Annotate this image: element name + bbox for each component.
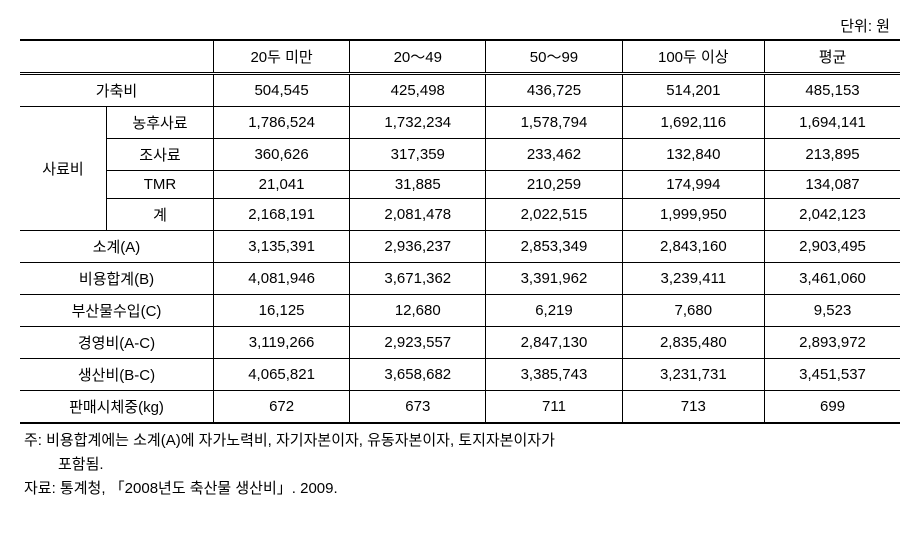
- cell: 2,168,191: [214, 199, 350, 231]
- row-label-total-b: 비용합계(B): [20, 263, 214, 295]
- cell: 1,732,234: [350, 107, 486, 139]
- cost-table: 20두 미만 20～49 50～99 100두 이상 평균 가축비 504,54…: [20, 39, 900, 424]
- row-label-feed-group: 사료비: [20, 107, 107, 231]
- cell: 1,999,950: [622, 199, 765, 231]
- cell: 1,578,794: [486, 107, 622, 139]
- cell: 3,135,391: [214, 231, 350, 263]
- cell: 210,259: [486, 171, 622, 199]
- table-row: 판매시체중(kg) 672 673 711 713 699: [20, 391, 900, 424]
- cell: 3,391,962: [486, 263, 622, 295]
- row-label-weight: 판매시체중(kg): [20, 391, 214, 424]
- cell: 514,201: [622, 74, 765, 107]
- cell: 7,680: [622, 295, 765, 327]
- cell: 2,853,349: [486, 231, 622, 263]
- cell: 711: [486, 391, 622, 424]
- cell: 1,694,141: [765, 107, 900, 139]
- cell: 699: [765, 391, 900, 424]
- cell: 31,885: [350, 171, 486, 199]
- row-label-feed2: 조사료: [107, 139, 214, 171]
- header-row: 20두 미만 20～49 50～99 100두 이상 평균: [20, 40, 900, 74]
- cell: 2,835,480: [622, 327, 765, 359]
- cell: 713: [622, 391, 765, 424]
- row-label-byproduct-c: 부산물수입(C): [20, 295, 214, 327]
- table-row: 가축비 504,545 425,498 436,725 514,201 485,…: [20, 74, 900, 107]
- cell: 317,359: [350, 139, 486, 171]
- table-row: 계 2,168,191 2,081,478 2,022,515 1,999,95…: [20, 199, 900, 231]
- row-label-livestock: 가축비: [20, 74, 214, 107]
- cell: 6,219: [486, 295, 622, 327]
- cell: 2,903,495: [765, 231, 900, 263]
- cell: 2,022,515: [486, 199, 622, 231]
- cell: 2,081,478: [350, 199, 486, 231]
- cell: 12,680: [350, 295, 486, 327]
- cell: 672: [214, 391, 350, 424]
- cell: 2,936,237: [350, 231, 486, 263]
- cell: 134,087: [765, 171, 900, 199]
- cell: 2,923,557: [350, 327, 486, 359]
- cell: 3,461,060: [765, 263, 900, 295]
- note-line: 포함됨.: [24, 453, 900, 477]
- cell: 673: [350, 391, 486, 424]
- cell: 360,626: [214, 139, 350, 171]
- header-blank: [20, 40, 214, 74]
- table-row: TMR 21,041 31,885 210,259 174,994 134,08…: [20, 171, 900, 199]
- row-label-feed-sum: 계: [107, 199, 214, 231]
- cell: 213,895: [765, 139, 900, 171]
- cell: 2,893,972: [765, 327, 900, 359]
- header-col4: 100두 이상: [622, 40, 765, 74]
- cell: 174,994: [622, 171, 765, 199]
- unit-label: 단위: 원: [20, 15, 890, 36]
- cell: 3,231,731: [622, 359, 765, 391]
- cell: 21,041: [214, 171, 350, 199]
- cell: 4,081,946: [214, 263, 350, 295]
- note-line: 주: 비용합계에는 소계(A)에 자가노력비, 자기자본이자, 유동자본이자, …: [24, 429, 900, 453]
- cell: 4,065,821: [214, 359, 350, 391]
- header-col1: 20두 미만: [214, 40, 350, 74]
- cell: 504,545: [214, 74, 350, 107]
- cell: 9,523: [765, 295, 900, 327]
- cell: 2,042,123: [765, 199, 900, 231]
- footnotes: 주: 비용합계에는 소계(A)에 자가노력비, 자기자본이자, 유동자본이자, …: [20, 429, 900, 501]
- cell: 2,843,160: [622, 231, 765, 263]
- table-row: 조사료 360,626 317,359 233,462 132,840 213,…: [20, 139, 900, 171]
- cell: 3,671,362: [350, 263, 486, 295]
- table-row: 사료비 농후사료 1,786,524 1,732,234 1,578,794 1…: [20, 107, 900, 139]
- cell: 3,119,266: [214, 327, 350, 359]
- cell: 2,847,130: [486, 327, 622, 359]
- table-row: 경영비(A-C) 3,119,266 2,923,557 2,847,130 2…: [20, 327, 900, 359]
- cell: 3,239,411: [622, 263, 765, 295]
- header-col5: 평균: [765, 40, 900, 74]
- cell: 1,692,116: [622, 107, 765, 139]
- cell: 16,125: [214, 295, 350, 327]
- table-row: 비용합계(B) 4,081,946 3,671,362 3,391,962 3,…: [20, 263, 900, 295]
- source-line: 자료: 통계청, 「2008년도 축산물 생산비」. 2009.: [24, 477, 900, 501]
- cell: 1,786,524: [214, 107, 350, 139]
- header-col3: 50～99: [486, 40, 622, 74]
- table-row: 소계(A) 3,135,391 2,936,237 2,853,349 2,84…: [20, 231, 900, 263]
- cell: 436,725: [486, 74, 622, 107]
- table-row: 부산물수입(C) 16,125 12,680 6,219 7,680 9,523: [20, 295, 900, 327]
- cell: 3,385,743: [486, 359, 622, 391]
- cell: 233,462: [486, 139, 622, 171]
- table-row: 생산비(B-C) 4,065,821 3,658,682 3,385,743 3…: [20, 359, 900, 391]
- row-label-mgmt-ac: 경영비(A-C): [20, 327, 214, 359]
- cell: 425,498: [350, 74, 486, 107]
- row-label-feed3: TMR: [107, 171, 214, 199]
- row-label-subtotal-a: 소계(A): [20, 231, 214, 263]
- header-col2: 20～49: [350, 40, 486, 74]
- cell: 3,451,537: [765, 359, 900, 391]
- row-label-feed1: 농후사료: [107, 107, 214, 139]
- cell: 485,153: [765, 74, 900, 107]
- row-label-prod-bc: 생산비(B-C): [20, 359, 214, 391]
- cell: 3,658,682: [350, 359, 486, 391]
- cell: 132,840: [622, 139, 765, 171]
